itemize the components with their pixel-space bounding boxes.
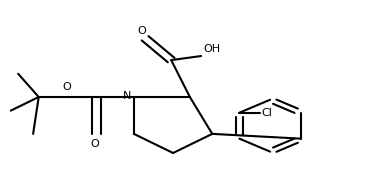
Text: Cl: Cl [261,108,272,118]
Text: N: N [123,91,131,101]
Text: O: O [138,26,147,36]
Text: O: O [90,139,99,149]
Text: O: O [62,81,71,92]
Text: OH: OH [203,44,220,54]
